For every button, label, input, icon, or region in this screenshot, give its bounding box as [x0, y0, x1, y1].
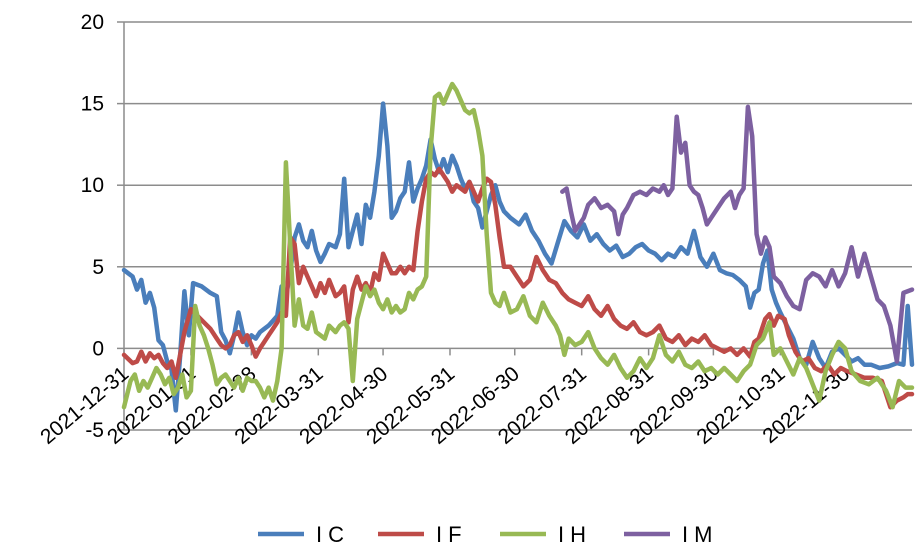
y-tick-label: 10	[81, 174, 104, 197]
legend-label-if: IF	[436, 522, 468, 547]
gridlines	[124, 21, 912, 431]
series-line-im	[560, 104, 915, 364]
y-tick-label: 20	[81, 11, 104, 34]
series-line-ih	[121, 81, 915, 410]
y-tick-label: -5	[85, 419, 104, 442]
y-axis: -5 0 5 10 15 20	[81, 11, 125, 442]
series-line-if	[121, 166, 915, 410]
legend: IC IF IH IM	[258, 522, 718, 547]
y-tick-label: 0	[92, 337, 104, 360]
x-axis: 2021-12-312022-01-312022-02-282022-03-31…	[36, 348, 854, 449]
legend-label-ic: IC	[316, 522, 350, 547]
legend-label-im: IM	[682, 522, 718, 547]
y-tick-label: 15	[81, 93, 104, 116]
legend-label-ih: IH	[558, 522, 592, 547]
series-line-ic	[121, 101, 915, 413]
series-lines	[121, 81, 915, 413]
y-tick-label: 5	[92, 256, 104, 279]
